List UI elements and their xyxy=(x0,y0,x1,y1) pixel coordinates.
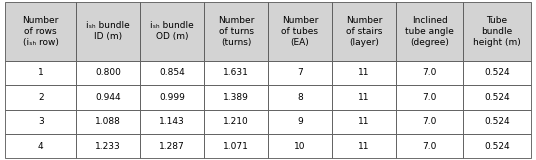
Text: 1: 1 xyxy=(38,68,43,77)
Text: 1.233: 1.233 xyxy=(95,142,121,151)
Text: 0.524: 0.524 xyxy=(484,68,510,77)
Bar xyxy=(332,110,396,134)
Bar xyxy=(396,85,463,110)
Bar xyxy=(332,85,396,110)
Bar xyxy=(268,110,332,134)
Text: 9: 9 xyxy=(297,117,303,126)
Bar xyxy=(204,110,268,134)
Bar xyxy=(396,134,463,158)
Bar xyxy=(140,110,204,134)
Text: 8: 8 xyxy=(297,93,303,102)
Bar xyxy=(396,2,463,61)
Bar xyxy=(268,85,332,110)
Bar xyxy=(396,110,463,134)
Bar xyxy=(332,61,396,85)
Text: Number
of rows
(iₛₕ row): Number of rows (iₛₕ row) xyxy=(23,16,59,47)
Bar xyxy=(140,61,204,85)
Text: Tube
bundle
height (m): Tube bundle height (m) xyxy=(473,16,521,47)
Text: 3: 3 xyxy=(38,117,43,126)
Text: 0.999: 0.999 xyxy=(159,93,185,102)
Bar xyxy=(396,61,463,85)
Bar xyxy=(332,134,396,158)
Bar xyxy=(463,134,531,158)
Text: Number
of turns
(turns): Number of turns (turns) xyxy=(218,16,254,47)
Text: 10: 10 xyxy=(294,142,306,151)
Text: 1.389: 1.389 xyxy=(223,93,249,102)
Bar xyxy=(204,2,268,61)
Bar xyxy=(463,61,531,85)
Text: 11: 11 xyxy=(358,142,370,151)
Text: Inclined
tube angle
(degree): Inclined tube angle (degree) xyxy=(405,16,454,47)
Text: Number
of stairs
(layer): Number of stairs (layer) xyxy=(346,16,382,47)
Text: 7.0: 7.0 xyxy=(422,142,437,151)
Bar xyxy=(140,2,204,61)
Text: 7.0: 7.0 xyxy=(422,68,437,77)
Text: 1.287: 1.287 xyxy=(159,142,185,151)
Text: 11: 11 xyxy=(358,68,370,77)
Bar xyxy=(204,85,268,110)
Bar xyxy=(140,134,204,158)
Text: 11: 11 xyxy=(358,93,370,102)
Text: 7: 7 xyxy=(297,68,303,77)
Bar xyxy=(463,110,531,134)
Text: 0.524: 0.524 xyxy=(484,117,510,126)
Text: 1.631: 1.631 xyxy=(223,68,249,77)
Bar xyxy=(268,2,332,61)
Text: 0.800: 0.800 xyxy=(95,68,121,77)
Bar xyxy=(204,61,268,85)
Text: 0.524: 0.524 xyxy=(484,142,510,151)
Bar xyxy=(5,85,76,110)
Bar xyxy=(76,134,140,158)
Bar xyxy=(5,110,76,134)
Text: 4: 4 xyxy=(38,142,43,151)
Bar xyxy=(5,134,76,158)
Bar xyxy=(268,61,332,85)
Bar xyxy=(463,2,531,61)
Text: 0.944: 0.944 xyxy=(95,93,121,102)
Bar xyxy=(204,134,268,158)
Text: 2: 2 xyxy=(38,93,43,102)
Bar xyxy=(76,110,140,134)
Text: iₛₕ bundle
ID (m): iₛₕ bundle ID (m) xyxy=(86,21,130,41)
Text: 0.854: 0.854 xyxy=(159,68,185,77)
Text: 7.0: 7.0 xyxy=(422,93,437,102)
Text: 11: 11 xyxy=(358,117,370,126)
Bar xyxy=(76,61,140,85)
Bar xyxy=(463,85,531,110)
Text: 1.210: 1.210 xyxy=(223,117,249,126)
Text: 1.088: 1.088 xyxy=(95,117,121,126)
Text: 0.524: 0.524 xyxy=(484,93,510,102)
Text: 1.143: 1.143 xyxy=(159,117,185,126)
Bar xyxy=(268,134,332,158)
Bar xyxy=(5,2,76,61)
Bar xyxy=(5,61,76,85)
Text: Number
of tubes
(EA): Number of tubes (EA) xyxy=(281,16,318,47)
Bar xyxy=(140,85,204,110)
Bar xyxy=(76,85,140,110)
Text: 7.0: 7.0 xyxy=(422,117,437,126)
Bar xyxy=(332,2,396,61)
Bar xyxy=(76,2,140,61)
Text: 1.071: 1.071 xyxy=(223,142,249,151)
Text: iₛₕ bundle
OD (m): iₛₕ bundle OD (m) xyxy=(150,21,194,41)
